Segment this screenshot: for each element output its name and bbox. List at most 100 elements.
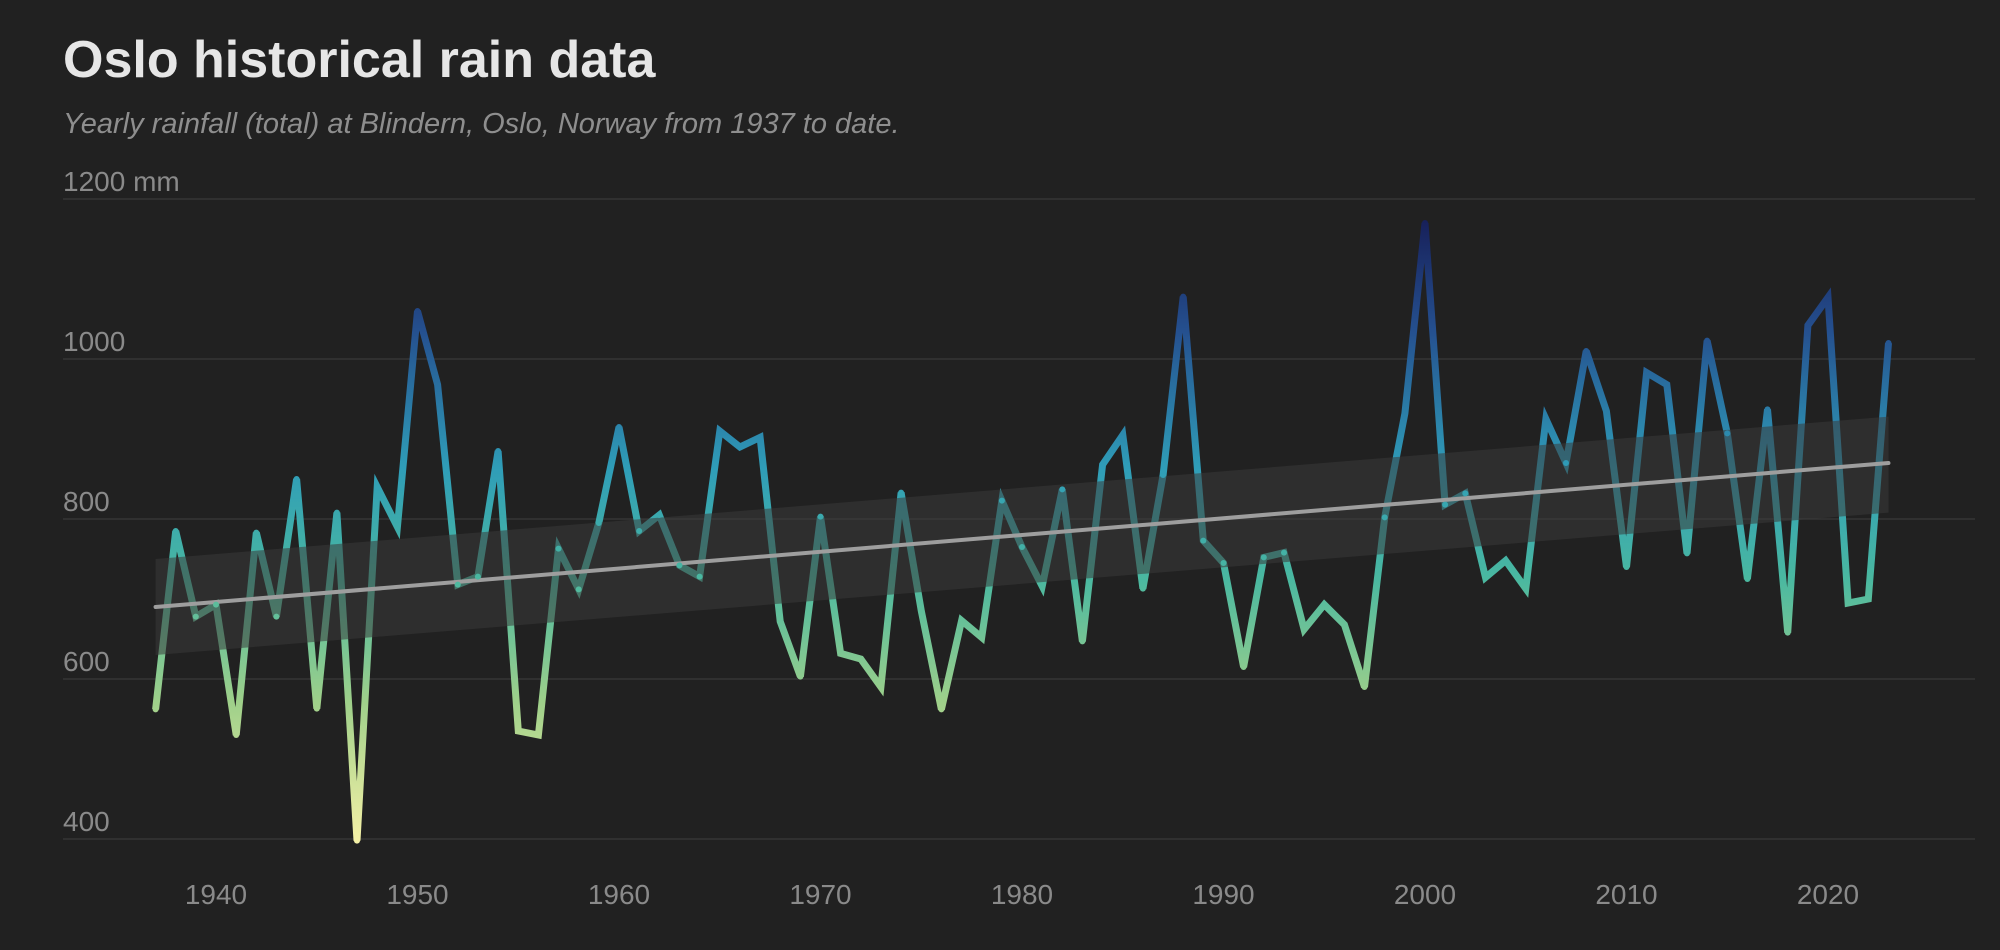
data-point-1961: [636, 528, 643, 534]
data-point-1998: [1381, 514, 1388, 521]
data-point-1994: [1301, 626, 1308, 633]
data-point-1967: [757, 434, 764, 441]
data-point-2018: [1784, 629, 1791, 636]
data-point-1947: [354, 837, 360, 844]
trend-layer: [153, 416, 1891, 655]
data-point-1987: [1160, 472, 1167, 478]
data-point-1977: [958, 617, 965, 624]
data-points: [152, 220, 1892, 844]
data-point-1981: [1039, 583, 1046, 590]
x-tick-label: 1970: [789, 879, 851, 910]
data-point-1940: [213, 601, 219, 608]
data-point-2014: [1704, 337, 1711, 344]
data-point-1964: [696, 573, 703, 580]
x-tick-label: 1950: [386, 879, 448, 910]
data-point-1989: [1200, 537, 1207, 544]
data-point-2013: [1684, 550, 1690, 557]
data-point-1950: [414, 308, 421, 314]
data-point-2005: [1522, 585, 1529, 592]
data-point-1957: [555, 545, 562, 552]
data-point-1975: [918, 608, 925, 614]
y-axis-tick-labels: 400 600 800 1000 1200 mm: [63, 166, 180, 837]
data-point-2001: [1442, 501, 1449, 508]
data-point-1986: [1139, 585, 1146, 592]
data-point-1945: [313, 705, 320, 712]
data-point-1948: [374, 484, 381, 490]
x-tick-label: 1960: [588, 879, 650, 910]
data-point-1965: [716, 428, 723, 434]
data-point-1982: [1059, 486, 1066, 493]
x-axis-tick-labels: 1940 1950 1960 1970 1980 1990 2000 2010 2020: [185, 879, 1859, 910]
data-point-2021: [1845, 600, 1852, 606]
data-point-2019: [1804, 322, 1811, 329]
data-point-1960: [616, 424, 622, 430]
data-point-1997: [1361, 684, 1368, 690]
data-point-1991: [1240, 664, 1247, 670]
data-point-1944: [293, 476, 300, 482]
data-point-2003: [1482, 574, 1489, 581]
data-point-1993: [1281, 549, 1287, 556]
data-point-1963: [676, 562, 683, 569]
data-point-1943: [273, 613, 280, 620]
data-point-1953: [474, 573, 481, 580]
data-point-1952: [454, 581, 461, 588]
data-point-1970: [817, 513, 824, 520]
y-tick-label: 800: [63, 486, 110, 517]
x-tick-label: 1940: [185, 879, 247, 910]
data-point-2007: [1563, 460, 1569, 466]
chart-subtitle: Yearly rainfall (total) at Blindern, Osl…: [63, 108, 900, 140]
y-tick-label: 1000: [63, 326, 125, 357]
data-point-1937: [152, 706, 159, 713]
data-point-2006: [1542, 416, 1549, 422]
data-point-1976: [938, 706, 945, 713]
data-point-1938: [172, 528, 179, 534]
y-tick-label: 400: [63, 806, 110, 837]
data-point-1973: [877, 684, 884, 690]
data-point-1959: [595, 520, 602, 526]
data-point-1968: [777, 618, 784, 625]
data-point-1939: [192, 613, 199, 620]
x-tick-label: 1990: [1192, 879, 1254, 910]
data-point-1980: [1019, 544, 1025, 550]
data-point-1941: [233, 732, 240, 738]
x-tick-label: 2010: [1595, 879, 1657, 910]
data-point-1969: [797, 673, 804, 680]
data-point-1974: [898, 489, 905, 496]
data-point-2009: [1603, 408, 1610, 414]
data-point-1978: [978, 634, 985, 641]
data-point-1946: [333, 509, 340, 516]
y-tick-label: 1200 mm: [63, 166, 180, 197]
data-point-1992: [1260, 554, 1267, 561]
data-point-1983: [1079, 638, 1086, 645]
data-point-1979: [998, 497, 1005, 504]
chart-title: Oslo historical rain data: [63, 31, 656, 89]
data-point-1988: [1180, 293, 1187, 300]
data-point-1955: [515, 728, 522, 734]
data-point-2000: [1422, 220, 1428, 226]
data-point-1949: [394, 524, 401, 530]
data-point-1951: [434, 381, 441, 388]
data-point-1990: [1220, 560, 1227, 566]
data-point-1984: [1099, 461, 1106, 468]
data-point-2015: [1724, 430, 1731, 437]
data-point-1958: [575, 586, 582, 593]
data-point-1972: [857, 656, 864, 662]
data-point-2022: [1865, 596, 1872, 602]
data-point-1966: [736, 444, 743, 450]
data-point-2008: [1583, 348, 1590, 354]
data-point-2011: [1643, 369, 1650, 376]
data-point-1995: [1321, 601, 1328, 608]
y-tick-label: 600: [63, 646, 110, 677]
trend-line: [153, 461, 1891, 609]
data-point-1942: [253, 529, 260, 536]
data-point-2002: [1462, 490, 1469, 497]
data-point-1956: [535, 732, 542, 738]
data-point-2017: [1764, 406, 1771, 413]
data-point-1954: [495, 448, 502, 454]
data-point-2023: [1885, 340, 1892, 346]
x-tick-label: 2020: [1797, 879, 1859, 910]
data-point-1985: [1119, 432, 1126, 438]
data-point-1996: [1341, 621, 1348, 628]
data-point-1999: [1401, 410, 1408, 417]
